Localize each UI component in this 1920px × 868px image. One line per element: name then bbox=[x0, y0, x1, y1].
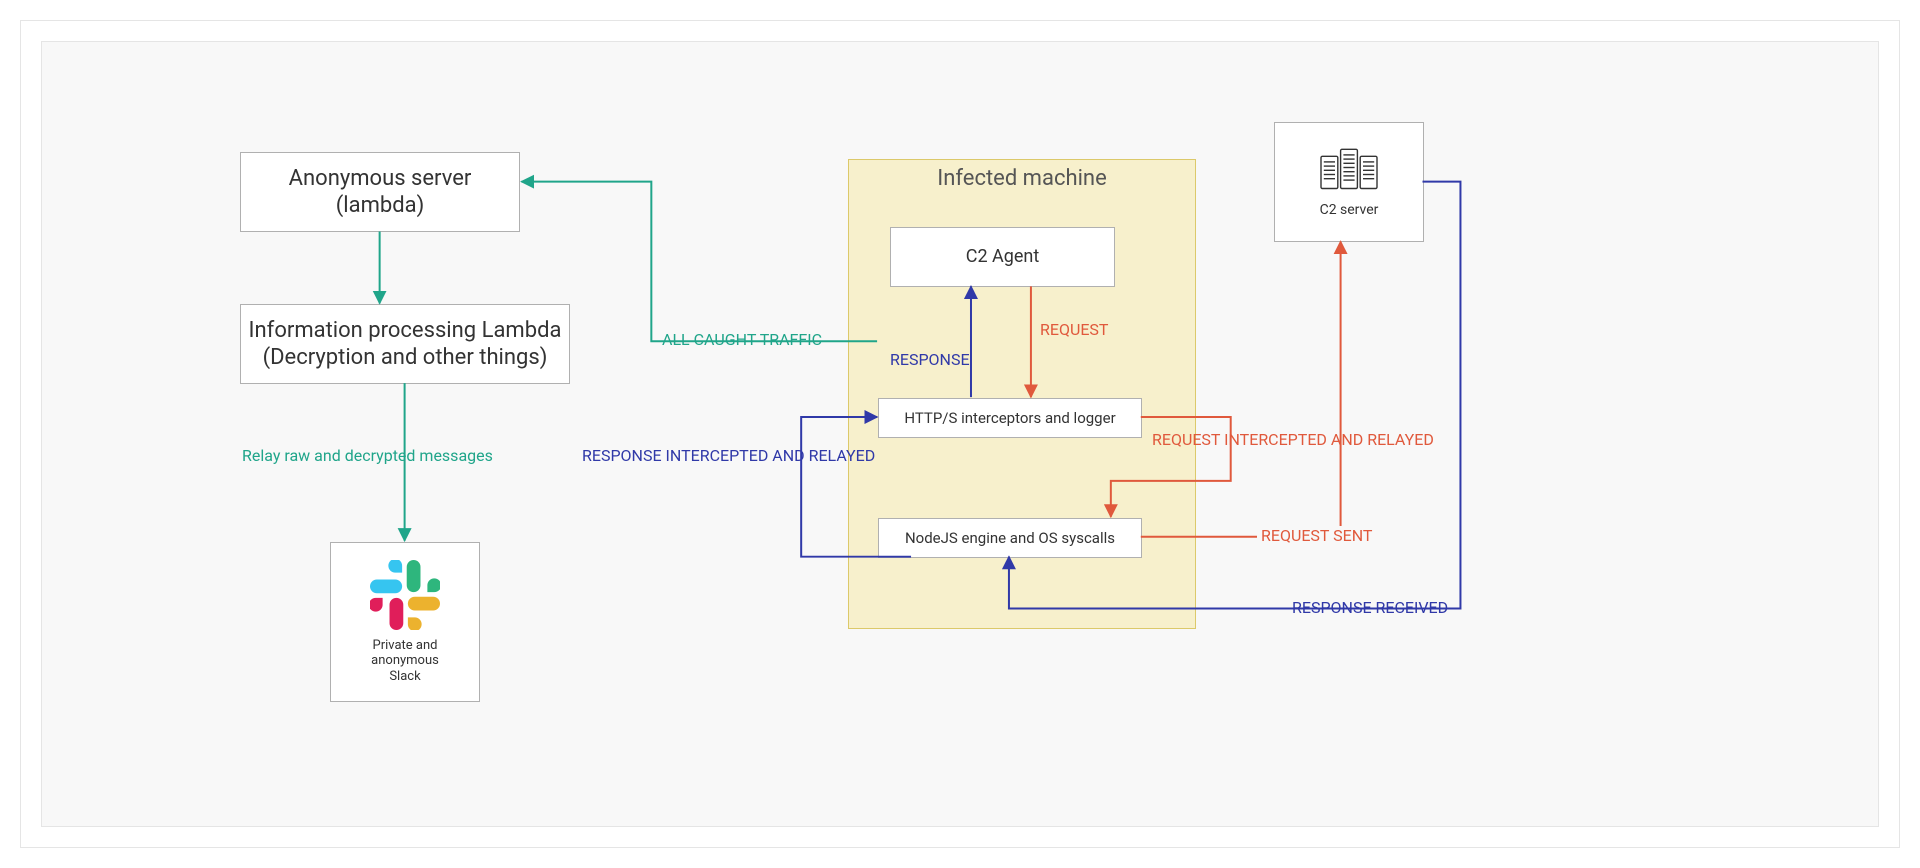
nodejs-syscalls-node: NodeJS engine and OS syscalls bbox=[878, 518, 1142, 558]
infected-machine-title: Infected machine bbox=[849, 166, 1195, 191]
node-label: C2 server bbox=[1320, 202, 1379, 218]
slack-node: Private and anonymous Slack bbox=[330, 542, 480, 702]
node-label: (lambda) bbox=[336, 192, 425, 220]
diagram-outer-frame: Infected machine Anonymous server (lambd… bbox=[20, 20, 1900, 848]
label-relay-messages: Relay raw and decrypted messages bbox=[242, 446, 493, 465]
label-response: RESPONSE bbox=[890, 350, 970, 369]
info-processing-lambda-node: Information processing Lambda (Decryptio… bbox=[240, 304, 570, 384]
label-all-caught-traffic: ALL CAUGHT TRAFFIC bbox=[662, 330, 822, 349]
label-request-sent: REQUEST SENT bbox=[1257, 526, 1376, 545]
node-label: Information processing Lambda bbox=[249, 317, 562, 345]
slack-icon bbox=[370, 560, 440, 630]
label-response-received: RESPONSE RECEIVED bbox=[1292, 598, 1448, 617]
c2-agent-node: C2 Agent bbox=[890, 227, 1115, 287]
node-label: (Decryption and other things) bbox=[263, 344, 548, 372]
diagram-canvas: Infected machine Anonymous server (lambd… bbox=[41, 41, 1879, 827]
c2-server-node: C2 server bbox=[1274, 122, 1424, 242]
anonymous-server-node: Anonymous server (lambda) bbox=[240, 152, 520, 232]
http-interceptor-node: HTTP/S interceptors and logger bbox=[878, 398, 1142, 438]
label-request: REQUEST bbox=[1040, 320, 1108, 339]
label-request-intercepted: REQUEST INTERCEPTED AND RELAYED bbox=[1152, 430, 1434, 449]
label-response-intercepted: RESPONSE INTERCEPTED AND RELAYED bbox=[582, 446, 875, 465]
server-icon bbox=[1314, 146, 1384, 196]
node-label: Private and anonymous Slack bbox=[341, 638, 469, 685]
node-label: Anonymous server bbox=[289, 165, 472, 193]
node-label: C2 Agent bbox=[966, 246, 1040, 269]
node-label: NodeJS engine and OS syscalls bbox=[905, 529, 1115, 548]
node-label: HTTP/S interceptors and logger bbox=[904, 409, 1115, 428]
edge-all-caught-traffic bbox=[521, 182, 877, 342]
